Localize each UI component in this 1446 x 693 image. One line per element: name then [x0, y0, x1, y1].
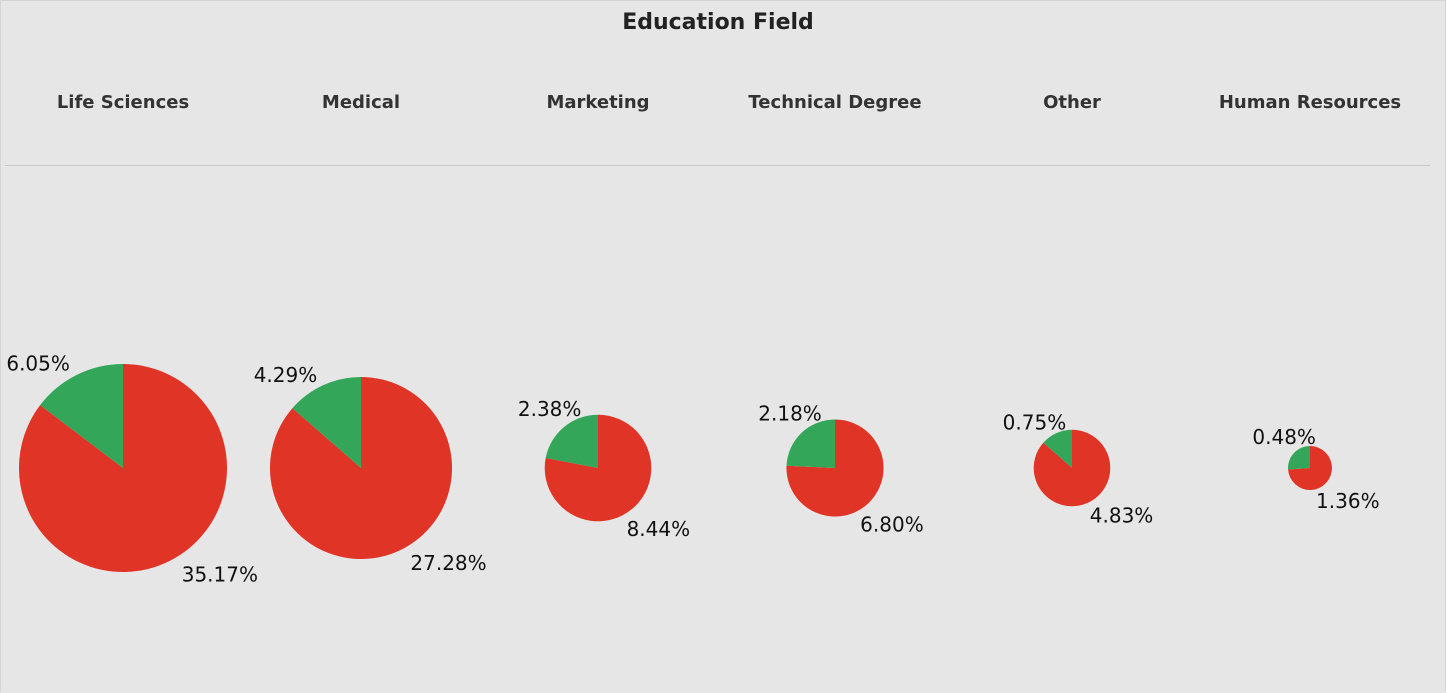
column-header-human-resources: Human Resources	[1219, 92, 1401, 113]
data-label-green-marketing: 2.38%	[518, 397, 582, 421]
column-header-technical-degree: Technical Degree	[748, 92, 921, 113]
data-label-green-life-sciences: 6.05%	[6, 351, 70, 375]
data-label-red-medical: 27.28%	[410, 551, 486, 575]
pie-slice-red-human-resources[interactable]	[1288, 446, 1332, 490]
pie-slice-green-marketing[interactable]	[545, 414, 598, 468]
pie-slice-green-human-resources[interactable]	[1288, 446, 1310, 470]
pie-slice-green-technical-degree[interactable]	[786, 419, 835, 468]
column-header-marketing: Marketing	[546, 92, 649, 113]
data-label-red-marketing: 8.44%	[627, 517, 691, 541]
pie-slice-green-other[interactable]	[1043, 429, 1072, 468]
data-label-green-medical: 4.29%	[254, 363, 318, 387]
data-label-red-other: 4.83%	[1090, 503, 1154, 527]
header-divider	[5, 165, 1430, 166]
pie-slice-green-medical[interactable]	[292, 376, 361, 468]
pie-slice-green-life-sciences[interactable]	[40, 364, 123, 468]
data-label-green-technical-degree: 2.18%	[758, 401, 822, 425]
data-label-red-technical-degree: 6.80%	[860, 513, 924, 537]
data-label-green-human-resources: 0.48%	[1252, 425, 1316, 449]
column-header-other: Other	[1043, 92, 1101, 113]
pie-slice-red-life-sciences[interactable]	[18, 364, 228, 573]
data-label-red-human-resources: 1.36%	[1316, 489, 1380, 513]
column-header-life-sciences: Life Sciences	[57, 92, 189, 113]
column-header-medical: Medical	[322, 92, 400, 113]
data-label-red-life-sciences: 35.17%	[182, 563, 258, 587]
chart-title: Education Field	[622, 10, 814, 35]
data-label-green-other: 0.75%	[1003, 411, 1067, 435]
